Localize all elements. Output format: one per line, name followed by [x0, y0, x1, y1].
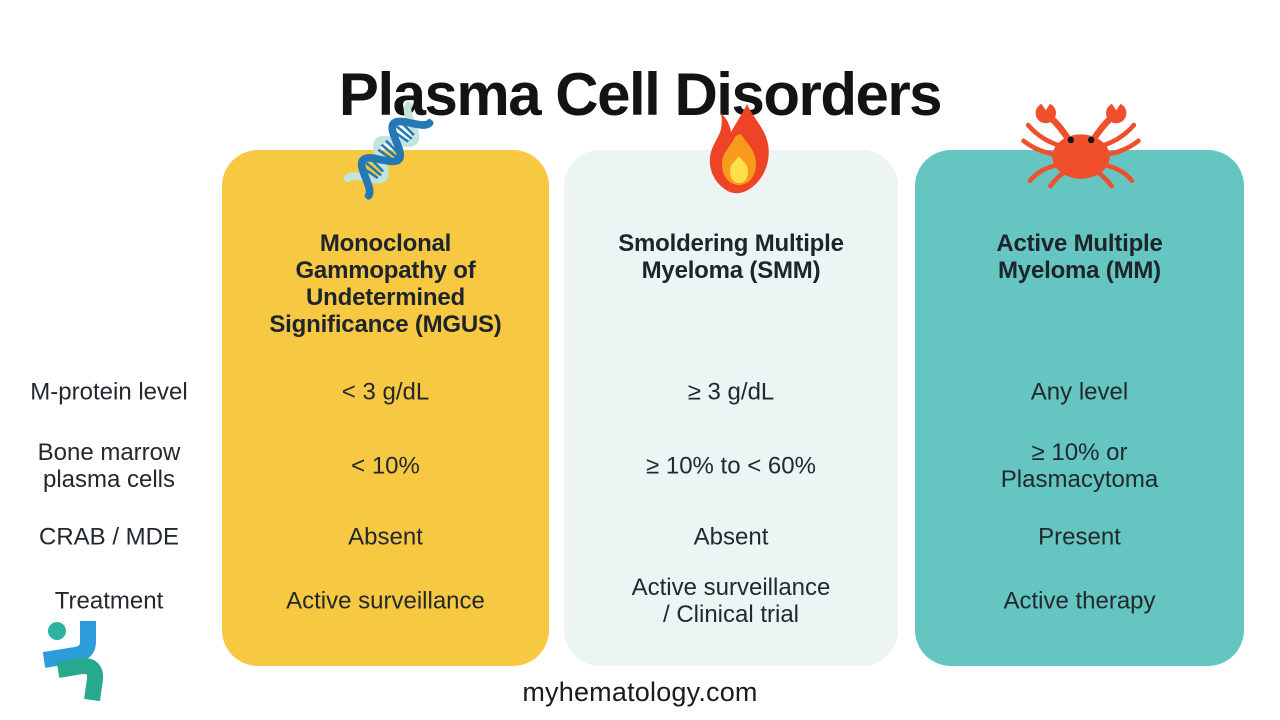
card-mm: Active Multiple Myeloma (MM) Any level ≥… [915, 150, 1244, 666]
smm-bone-marrow-value: ≥ 10% to < 60% [646, 452, 816, 480]
mm-treatment-value: Active therapy [1003, 587, 1156, 615]
smm-treatment-value: Active surveillance / Clinical trial [631, 574, 831, 628]
row-label-treatment: Treatment [54, 587, 164, 615]
mgus-m-protein-value: < 3 g/dL [341, 378, 430, 406]
myhematology-logo-icon [28, 618, 128, 713]
mm-bone-marrow-value: ≥ 10% or Plasmacytoma [1000, 439, 1159, 493]
card-mgus: Monoclonal Gammopathy of Undetermined Si… [222, 150, 549, 666]
smm-m-protein-value: ≥ 3 g/dL [687, 378, 775, 406]
card-smm: Smoldering Multiple Myeloma (SMM) ≥ 3 g/… [564, 150, 898, 666]
mgus-treatment-value: Active surveillance [286, 587, 485, 615]
card-mm-title: Active Multiple Myeloma (MM) [996, 230, 1163, 284]
dna-helix-icon [332, 96, 442, 208]
mm-m-protein-value: Any level [1030, 378, 1129, 406]
mgus-bone-marrow-value: < 10% [351, 452, 420, 480]
mm-crab-mde-value: Present [1038, 523, 1121, 551]
website-url: myhematology.com [522, 677, 758, 707]
row-label-crab-mde: CRAB / MDE [38, 523, 179, 551]
smm-crab-mde-value: Absent [693, 523, 769, 551]
row-label-m-protein-level: M-protein level [30, 378, 188, 406]
card-mgus-title: Monoclonal Gammopathy of Undetermined Si… [269, 230, 502, 338]
page-title: Plasma Cell Disorders [338, 61, 943, 129]
card-smm-title: Smoldering Multiple Myeloma (SMM) [618, 230, 844, 284]
crab-icon [1016, 101, 1146, 194]
mgus-crab-mde-value: Absent [348, 523, 423, 551]
row-label-bone-marrow-plasma-cells: Bone marrow plasma cells [37, 439, 181, 493]
fire-icon [703, 102, 775, 203]
